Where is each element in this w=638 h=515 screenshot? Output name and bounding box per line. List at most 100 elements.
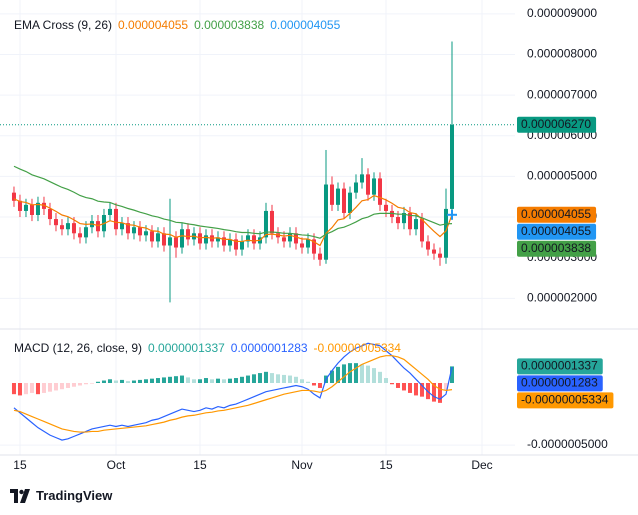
ema-value: 0.000004055 xyxy=(118,18,189,32)
histogram-bar xyxy=(143,379,148,384)
histogram-bar xyxy=(173,376,178,384)
histogram-bar xyxy=(251,374,256,384)
candle-body xyxy=(311,239,316,254)
ema-value: 0.000003838 xyxy=(194,18,265,32)
y-tick-label: 0.000008000 xyxy=(527,47,597,61)
price-tag xyxy=(517,206,597,223)
candle-body xyxy=(245,235,250,242)
candle-body xyxy=(323,184,328,260)
candle-body xyxy=(377,178,382,205)
price-tag-label: 0.000004055 xyxy=(521,224,591,238)
histogram-bar xyxy=(71,383,76,387)
histogram-bar xyxy=(65,383,70,388)
histogram-bar xyxy=(203,378,208,384)
candle-body xyxy=(17,200,22,211)
candle-body xyxy=(299,243,304,248)
indicator-line xyxy=(13,165,453,239)
indicator-line xyxy=(13,342,453,441)
candle-body xyxy=(167,237,172,246)
histogram-bar xyxy=(257,373,262,384)
candle-body xyxy=(359,174,364,183)
candle-body xyxy=(197,233,202,244)
brand-name: TradingView xyxy=(36,488,113,503)
histogram-bar xyxy=(17,383,22,396)
candle-body xyxy=(335,188,340,205)
histogram-bar xyxy=(299,379,304,384)
y-tick-label: 0.000005000 xyxy=(527,169,597,183)
histogram-bar xyxy=(275,374,280,384)
histogram-bar xyxy=(341,364,346,384)
histogram-bar xyxy=(413,383,418,396)
histogram-bar xyxy=(437,383,442,403)
candle-body xyxy=(203,235,208,244)
candle-body xyxy=(347,192,352,213)
histogram-bar xyxy=(209,379,214,384)
histogram-bar xyxy=(269,373,274,384)
histogram-bar xyxy=(233,378,238,384)
candle-body xyxy=(365,174,370,195)
macd-title: MACD (12, 26, close, 9) xyxy=(14,341,143,355)
histogram-bar xyxy=(449,366,454,384)
macd-value: 0.0000001283 xyxy=(230,341,308,355)
indicator-line xyxy=(13,194,453,247)
candle-body xyxy=(113,208,118,230)
y-tick-label: 0.000007000 xyxy=(527,87,597,101)
histogram-bar xyxy=(239,376,244,384)
candle-body xyxy=(173,237,178,248)
histogram-bar xyxy=(377,371,382,384)
price-tag-label: 0.000003838 xyxy=(521,241,591,255)
histogram-bar xyxy=(371,368,376,384)
histogram-bar xyxy=(383,378,388,384)
histogram-bar xyxy=(11,383,16,395)
histogram-bar xyxy=(407,383,412,393)
price-tag xyxy=(517,240,597,257)
candle-body xyxy=(71,223,76,234)
branding: TradingView xyxy=(10,488,112,503)
histogram-bar xyxy=(197,379,202,384)
histogram-bar xyxy=(113,380,118,384)
histogram-bar xyxy=(287,375,292,384)
candle-body xyxy=(263,210,268,238)
candle-body xyxy=(293,233,298,244)
histogram-bar xyxy=(365,365,370,384)
histogram-bar xyxy=(245,375,250,384)
indicator-line xyxy=(13,355,453,433)
candle-body xyxy=(437,253,442,258)
histogram-bar xyxy=(107,379,112,384)
price-tag-label: 0.000004055 xyxy=(521,207,591,221)
histogram-bar xyxy=(317,383,322,388)
macd-legend: MACD (12, 26, close, 9) 0.0000001337 0.000… xyxy=(14,341,407,355)
candle-body xyxy=(395,217,400,224)
candle-body xyxy=(227,239,232,246)
y-tick-label: 0.000009000 xyxy=(527,6,597,20)
histogram-bar xyxy=(389,383,394,385)
candle-body xyxy=(449,124,454,209)
candle-body xyxy=(149,231,154,242)
price-tag xyxy=(517,375,603,392)
candle-body xyxy=(53,219,58,226)
candle-body xyxy=(221,237,226,246)
candle-body xyxy=(215,237,220,242)
histogram-bar xyxy=(167,376,172,384)
candle-body xyxy=(353,182,358,193)
candle-body xyxy=(119,223,124,230)
histogram-bar xyxy=(35,383,40,395)
candle-body xyxy=(233,239,238,250)
candle-body xyxy=(161,233,166,246)
ema-value: 0.000004055 xyxy=(270,18,341,32)
histogram-bar xyxy=(347,363,352,384)
candle-body xyxy=(137,227,142,236)
candle-body xyxy=(269,210,274,234)
ema-legend: EMA Cross (9, 26) 0.000004055 0.000003838 0… xyxy=(14,18,346,32)
candle-body xyxy=(125,223,130,234)
candle-body xyxy=(107,208,112,216)
price-tag-label: 0.0000001337 xyxy=(521,359,598,373)
candle-body xyxy=(425,241,430,250)
x-tick-label: Oct xyxy=(107,458,126,472)
candle-body xyxy=(29,204,34,216)
histogram-bar xyxy=(185,377,190,384)
histogram-bar xyxy=(119,379,124,384)
price-tag-label: 0.000006270 xyxy=(521,117,591,131)
histogram-bar xyxy=(431,383,436,402)
